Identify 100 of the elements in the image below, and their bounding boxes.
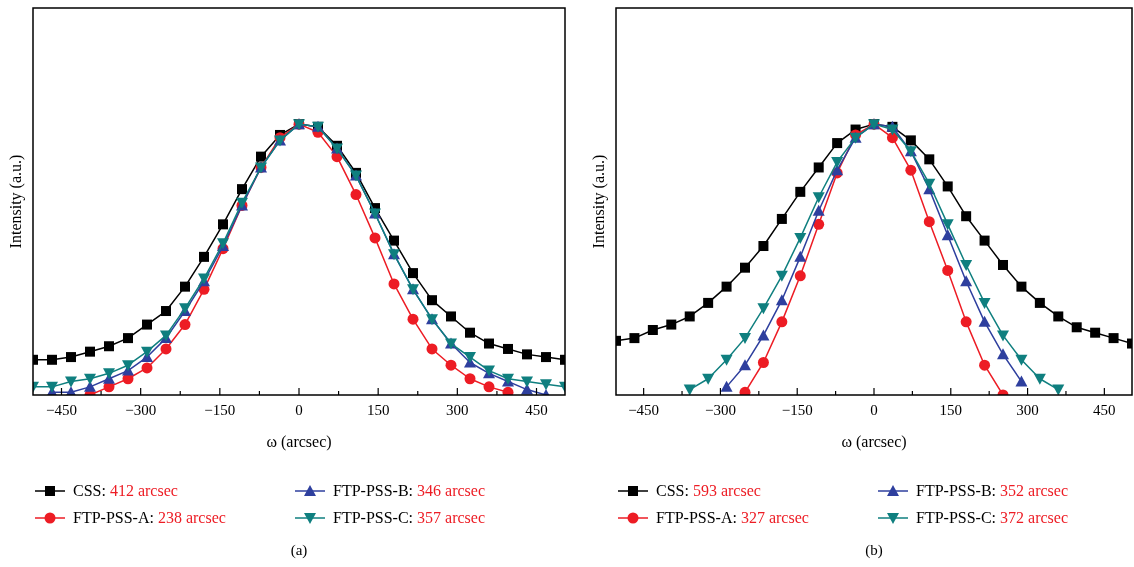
point (1015, 375, 1028, 387)
point (199, 251, 209, 262)
point (979, 359, 991, 371)
point (123, 333, 133, 344)
point (739, 359, 751, 371)
point (122, 360, 134, 372)
point (446, 311, 456, 322)
point (1016, 281, 1027, 292)
point (1015, 354, 1028, 366)
point (775, 270, 788, 282)
point (389, 235, 399, 246)
legend-label: FTP-PSS-B: 352 arcsec (916, 482, 1069, 499)
point (886, 124, 899, 136)
point (757, 303, 770, 315)
point (445, 359, 457, 371)
point (237, 184, 247, 195)
point (813, 218, 825, 230)
point (961, 211, 972, 222)
point (978, 297, 991, 309)
point (84, 373, 96, 385)
point (998, 259, 1008, 270)
point (960, 316, 972, 328)
point (46, 381, 58, 393)
x-tick-label: −150 (781, 402, 813, 418)
point (978, 315, 991, 327)
point (541, 352, 551, 363)
point (103, 368, 115, 380)
point (350, 189, 362, 201)
point (905, 164, 917, 176)
point (408, 268, 418, 279)
x-tick-label: −450 (46, 402, 77, 418)
point (941, 219, 954, 231)
legend-label: CSS: 412 arcsec (73, 482, 178, 499)
point (997, 330, 1009, 342)
point (775, 294, 788, 306)
text: (b) (865, 542, 883, 559)
x-tick-label: −450 (628, 402, 660, 418)
point (757, 357, 769, 368)
point (720, 380, 733, 392)
point (104, 341, 114, 352)
point (923, 216, 935, 228)
point (941, 229, 954, 241)
point (720, 354, 733, 366)
point (794, 250, 807, 262)
x-tick-label: 450 (525, 402, 548, 418)
point (683, 384, 696, 395)
legend-label: FTP-PSS-B: 346 arcsec (333, 482, 486, 499)
point (160, 343, 172, 355)
point (684, 311, 695, 322)
point (180, 281, 190, 292)
point (522, 349, 532, 360)
point (997, 348, 1009, 360)
point (483, 381, 495, 393)
point (795, 186, 806, 197)
point (721, 281, 732, 292)
x-tick-label: 450 (1093, 402, 1116, 418)
point (740, 262, 750, 273)
x-tick-label: 300 (446, 402, 469, 418)
x-tick-label: −300 (125, 402, 157, 418)
x-tick-label: 150 (366, 402, 390, 418)
x-tick-label: 150 (939, 402, 963, 418)
point (923, 178, 936, 190)
point (905, 135, 916, 146)
point (369, 232, 381, 244)
x-axis-title: ω (arcsec) (841, 433, 907, 451)
point (427, 295, 437, 306)
point (647, 324, 658, 335)
point (1108, 333, 1119, 344)
point (629, 333, 640, 344)
text: (a) (290, 542, 308, 559)
point (464, 352, 476, 364)
point (388, 278, 400, 290)
y-axis-title: Intensity (a.u.) (590, 154, 608, 249)
x-tick-label: −300 (704, 402, 736, 418)
point (85, 346, 95, 357)
point (503, 343, 513, 354)
point (465, 327, 475, 338)
x-axis-title: ω (arcsec) (266, 433, 332, 451)
point (47, 354, 57, 365)
point (161, 306, 171, 317)
legend-label: FTP-PSS-A: 238 arcsec (73, 509, 226, 526)
legend-label: FTP-PSS-C: 357 arcsec (333, 509, 486, 526)
point (757, 329, 770, 341)
point (702, 373, 715, 385)
point (942, 264, 954, 276)
point (924, 154, 935, 165)
point (141, 346, 153, 358)
point (484, 338, 494, 349)
point (66, 352, 76, 363)
point (426, 343, 438, 355)
point (942, 181, 953, 192)
point (776, 213, 787, 224)
point (218, 219, 228, 230)
point (758, 241, 769, 252)
point (521, 376, 533, 388)
point (256, 151, 266, 162)
point (794, 270, 806, 282)
point (142, 319, 152, 330)
point (502, 386, 514, 395)
point (141, 362, 153, 374)
